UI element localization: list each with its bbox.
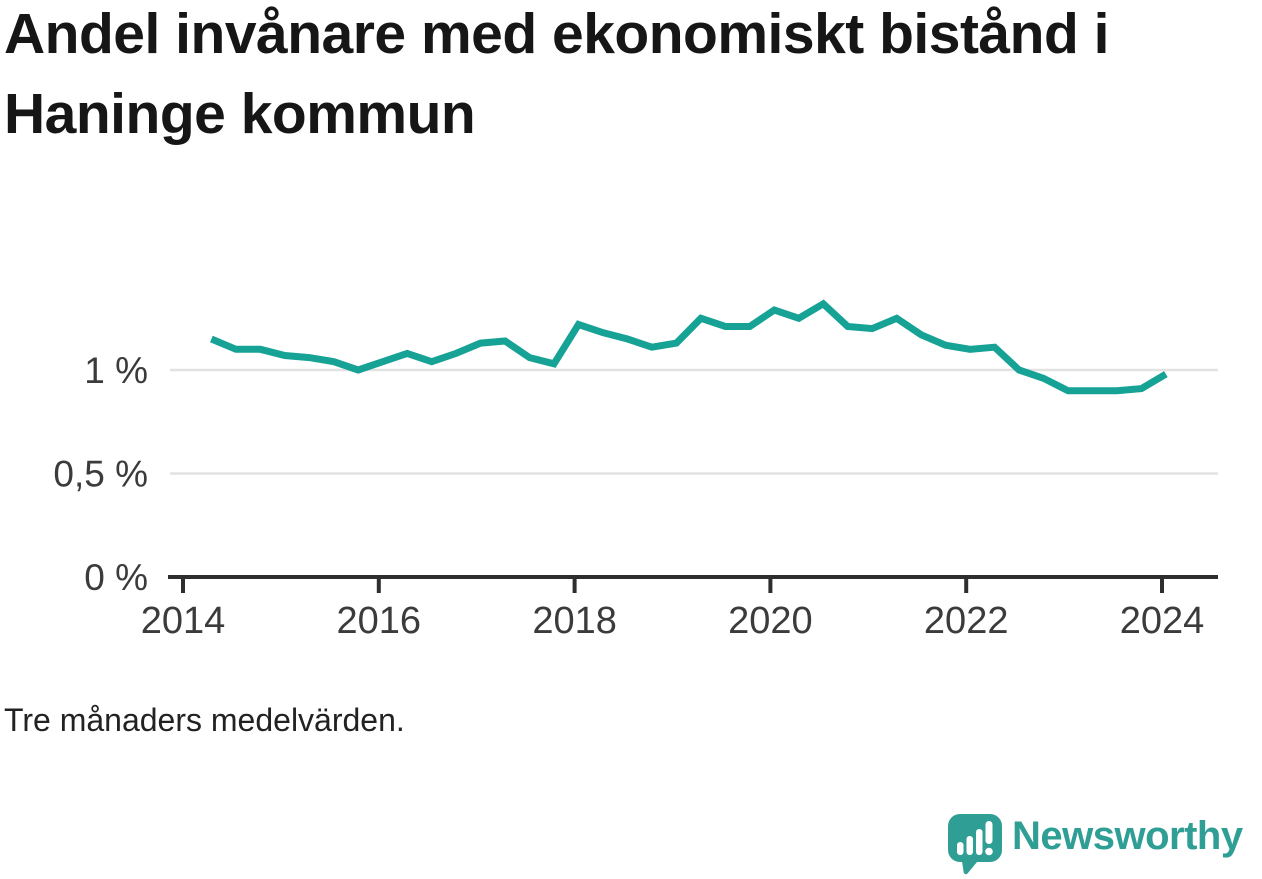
newsworthy-branding: Newsworthy: [946, 813, 1243, 875]
chart-footnote: Tre månaders medelvärden.: [4, 702, 405, 738]
x-axis-label: 2024: [1120, 600, 1205, 642]
x-axis-label: 2018: [532, 600, 617, 642]
x-axis-label: 2014: [141, 600, 226, 642]
chart-title: Andel invånare med ekonomiskt bistånd i …: [4, 2, 1109, 146]
y-axis-label: 0,5 %: [53, 454, 148, 495]
x-axis-label: 2016: [337, 600, 422, 642]
data-line: [210, 299, 1168, 395]
newsworthy-logo-icon: [948, 814, 1002, 875]
x-axis-label: 2022: [924, 600, 1009, 642]
x-axis-label: 2020: [728, 600, 813, 642]
y-axis-label: 1 %: [84, 350, 148, 391]
y-axis-label: 0 %: [84, 557, 148, 598]
newsworthy-logo-text: Newsworthy: [1012, 814, 1243, 858]
